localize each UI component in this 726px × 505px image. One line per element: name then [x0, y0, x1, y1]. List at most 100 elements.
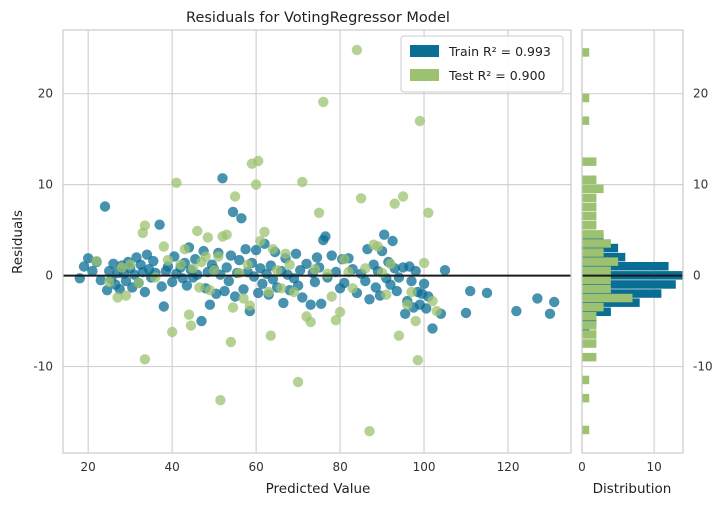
- train-point: [316, 298, 327, 309]
- test-point: [284, 259, 295, 270]
- test-point: [280, 248, 291, 259]
- test-point: [158, 241, 169, 252]
- test-point: [133, 277, 144, 289]
- train-point: [229, 291, 241, 302]
- test-histogram-bar: [582, 425, 590, 435]
- train-point: [257, 278, 268, 289]
- test-histogram-bar: [582, 221, 597, 230]
- train-histogram-bar: [582, 234, 604, 244]
- train-point: [219, 285, 230, 297]
- test-point: [412, 355, 423, 366]
- test-point: [150, 272, 161, 283]
- train-point: [379, 229, 390, 240]
- test-point: [309, 264, 321, 275]
- dist-y-tick-label: 20: [693, 87, 708, 101]
- train-point: [421, 303, 432, 314]
- train-point: [427, 323, 438, 334]
- train-point: [158, 301, 169, 312]
- train-point: [385, 279, 396, 290]
- test-histogram-bar: [582, 184, 604, 194]
- legend-swatch-train: [410, 45, 439, 57]
- test-point: [364, 426, 375, 437]
- train-point: [460, 307, 472, 319]
- test-point: [334, 306, 346, 318]
- test-histogram-bar: [582, 93, 590, 103]
- train-point: [250, 244, 262, 256]
- test-histogram-bar: [582, 284, 611, 294]
- train-histogram-bar: [582, 316, 597, 325]
- test-histogram-bar: [582, 239, 611, 248]
- train-histogram-bar: [582, 243, 619, 253]
- train-point: [238, 284, 249, 295]
- train-point: [154, 219, 165, 230]
- chart-title: Residuals for VotingRegressor Model: [186, 10, 450, 26]
- test-point: [250, 179, 262, 190]
- test-point: [183, 309, 195, 320]
- train-point: [120, 275, 132, 287]
- train-point: [223, 275, 234, 287]
- y-tick-label: 10: [38, 178, 53, 192]
- test-point: [255, 235, 266, 247]
- test-point: [175, 259, 186, 270]
- train-point: [309, 276, 321, 288]
- test-point: [427, 295, 438, 307]
- test-point: [204, 285, 216, 296]
- test-point: [402, 299, 413, 310]
- distribution-axis-title: Distribution: [593, 481, 672, 497]
- y-axis-title: Residuals: [10, 210, 26, 274]
- dist-x-tick-label: 10: [647, 460, 662, 474]
- legend: Train R² = 0.993 Test R² = 0.900: [400, 35, 564, 93]
- test-histogram-bar: [582, 330, 597, 339]
- test-point: [339, 254, 350, 265]
- train-point: [549, 296, 560, 308]
- legend-swatch-test: [410, 69, 439, 81]
- y-tick-label: 0: [45, 269, 53, 283]
- test-point: [288, 286, 300, 298]
- test-point: [381, 289, 392, 300]
- train-point: [95, 275, 107, 286]
- test-point: [238, 293, 249, 304]
- test-point: [418, 257, 430, 269]
- test-histogram-bar: [582, 248, 604, 257]
- test-point: [104, 276, 115, 288]
- x-tick-label: 40: [165, 460, 180, 474]
- test-point: [162, 254, 174, 266]
- train-point: [221, 262, 232, 273]
- train-histogram-bar: [582, 262, 669, 271]
- test-point: [263, 286, 274, 298]
- legend-label-train: Train R² = 0.993: [448, 44, 551, 59]
- train-point: [406, 275, 417, 287]
- y-tick-label: -10: [33, 360, 53, 374]
- legend-label-test: Test R² = 0.900: [448, 68, 546, 83]
- test-point: [423, 207, 434, 218]
- train-point: [181, 280, 193, 291]
- test-histogram-bar: [582, 116, 590, 125]
- train-point: [465, 285, 476, 297]
- train-point: [217, 173, 228, 184]
- test-point: [185, 320, 197, 331]
- test-point: [227, 302, 239, 313]
- train-point: [305, 299, 316, 310]
- train-point: [330, 266, 342, 278]
- test-point: [116, 262, 128, 273]
- train-point: [532, 293, 543, 304]
- distribution-plot-area: 0 10 -10 0 10 20: [578, 29, 713, 474]
- dist-x-tick-label: 0: [578, 460, 586, 474]
- train-histogram-bar: [582, 280, 676, 289]
- test-histogram-bar: [582, 175, 597, 184]
- train-point: [320, 231, 331, 242]
- test-point: [393, 330, 405, 341]
- x-tick-label: 120: [497, 460, 520, 474]
- train-point: [78, 261, 90, 272]
- test-point: [91, 255, 102, 267]
- test-point: [360, 263, 371, 274]
- dist-y-tick-label: 10: [693, 178, 708, 192]
- test-point: [179, 244, 190, 255]
- test-point: [322, 268, 333, 279]
- test-point: [347, 283, 358, 294]
- test-point: [297, 176, 308, 188]
- train-point: [360, 275, 371, 287]
- series-test: [91, 44, 442, 437]
- test-point: [276, 283, 287, 294]
